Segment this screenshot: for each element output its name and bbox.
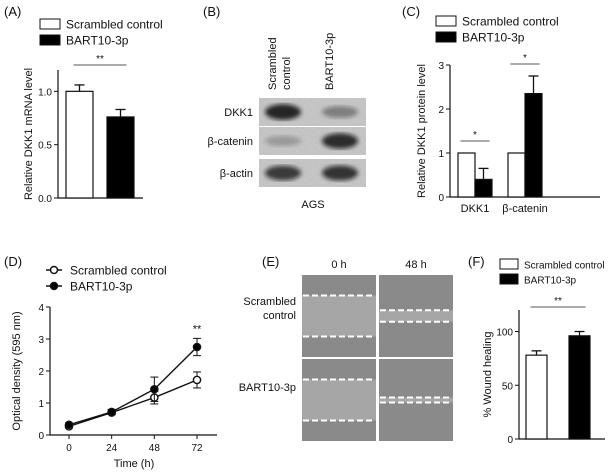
lane-label: Scrambled [267, 37, 279, 90]
y-tick-label: 3 [38, 335, 44, 346]
y-axis-label: Relative DKK1 mRNA level [23, 68, 35, 200]
panel-label: (C) [402, 4, 420, 19]
legend-marker [49, 281, 59, 291]
x-tick-label: 0 [66, 443, 72, 454]
x-tick-label: 24 [106, 443, 118, 454]
blot-band [322, 133, 358, 149]
significance-marker: ** [193, 324, 202, 336]
blot-row-label: β-catenin [208, 136, 253, 148]
bar-treatment [524, 92, 543, 198]
significance-marker: * [473, 130, 477, 141]
bar-control [525, 354, 548, 440]
timepoint-label: 48 h [405, 259, 426, 271]
y-tick-label: 1 [438, 149, 444, 160]
panel-a-mrna-chart: Scrambled control BART10-3p 0.0 0.5 1.0Relat… [23, 18, 163, 206]
y-tick-label: 0.5 [38, 141, 52, 152]
x-axis-label: Time (h) [114, 458, 155, 470]
blot-band [265, 104, 301, 120]
legend-label-control: Scrambled control [524, 261, 605, 272]
bar-control [65, 90, 94, 199]
panel-d-growth-curve: Scrambled control BART10-3p 0 1 2 3 4 Optical d… [11, 264, 217, 470]
panel-c-protein-chart: Scrambled control BART10-3p 0 1 2 3 Relative D… [416, 15, 600, 215]
legend-swatch-treatment [499, 273, 519, 285]
legend-label-treatment: BART10-3p [524, 276, 577, 287]
wound-gap [379, 397, 453, 403]
data-point-treatment [64, 420, 74, 430]
y-tick-label: 4 [38, 303, 44, 314]
significance-marker: * [523, 53, 527, 64]
legend-label-treatment: BART10-3p [70, 280, 133, 294]
panel-e-wound-images: 0 h 48 h Scrambled control BART10-3p [239, 259, 453, 441]
bar-treatment [474, 178, 493, 198]
significance-marker: ** [554, 296, 562, 307]
panel-label: (A) [4, 4, 21, 19]
y-tick-label: 1 [38, 399, 44, 410]
legend-label-control: Scrambled control [462, 15, 559, 29]
panel-label: (D) [4, 254, 22, 269]
data-point-control [192, 375, 202, 385]
significance-marker: ** [96, 54, 104, 65]
panel-label: (B) [203, 4, 220, 19]
y-tick-label: 0 [38, 431, 44, 442]
y-tick-label: 2 [38, 367, 44, 378]
y-axis-label: % Wound healing [482, 331, 494, 417]
x-category-label: β-catenin [502, 203, 547, 215]
legend-label-treatment: BART10-3p [66, 34, 129, 48]
legend-label-control: Scrambled control [70, 264, 167, 278]
y-tick-label: 50 [502, 381, 514, 392]
x-tick-label: 72 [191, 443, 203, 454]
legend-label-control: Scrambled control [66, 18, 163, 32]
y-axis-label: Optical density (595 nm) [11, 311, 23, 430]
y-tick-label: 0 [507, 435, 513, 446]
legend-swatch-control [435, 15, 457, 27]
legend-label-treatment: BART10-3p [462, 31, 525, 45]
lane-label: control [281, 57, 293, 90]
data-point-treatment [150, 384, 159, 394]
lane-label: BART10-3p [324, 33, 336, 90]
panel-label: (F) [468, 254, 485, 269]
panel-label: (E) [262, 254, 279, 269]
bar-treatment [106, 116, 135, 199]
y-tick-label: 1.0 [38, 87, 52, 98]
series-line-treatment [68, 346, 198, 426]
legend-swatch-control [499, 258, 519, 270]
timepoint-label: 0 h [331, 259, 346, 271]
y-tick-label: 0.0 [38, 194, 52, 205]
cell-line-label: AGS [301, 199, 324, 211]
y-tick-label: 2 [438, 105, 444, 116]
y-tick-label: 100 [496, 328, 513, 339]
y-tick-label: 3 [438, 61, 444, 72]
panel-b-western-blot: Scrambled control BART10-3p DKK1 β-catenin β-… [208, 33, 366, 211]
legend-marker [49, 265, 59, 275]
y-axis-label: Relative DKK1 protein level [416, 64, 428, 198]
bar-control [507, 152, 526, 198]
legend-swatch-treatment [435, 31, 457, 43]
x-tick-label: 48 [149, 443, 161, 454]
bar-control [457, 152, 476, 198]
wound-gap [302, 295, 376, 337]
blot-row-label: β-actin [220, 168, 253, 180]
blot-band [265, 165, 301, 181]
condition-label: BART10-3p [239, 382, 296, 394]
condition-label: Scrambled [243, 296, 296, 308]
x-category-label: DKK1 [461, 203, 490, 215]
bar-treatment [568, 335, 591, 440]
wound-gap [302, 379, 376, 421]
data-point-treatment [107, 407, 116, 417]
wound-gap [379, 310, 453, 322]
blot-band [322, 165, 358, 181]
blot-band [265, 135, 301, 147]
data-point-treatment [192, 342, 202, 352]
blot-row-label: DKK1 [224, 107, 253, 119]
legend-swatch-treatment [39, 34, 61, 46]
legend-swatch-control [39, 18, 61, 30]
panel-f-wound-chart: Scrambled control BART10-3p 0 50 100% Wound … [482, 258, 605, 446]
y-tick-label: 0 [438, 193, 444, 204]
condition-label: control [263, 310, 296, 322]
series-line-control [68, 379, 198, 428]
blot-band [322, 106, 358, 118]
